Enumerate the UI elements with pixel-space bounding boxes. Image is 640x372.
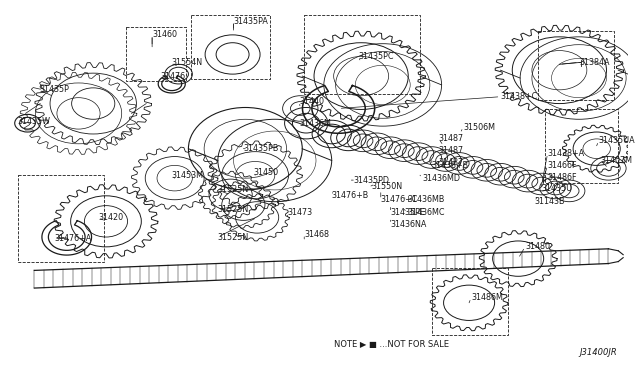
Text: 31435U: 31435U [541, 185, 573, 193]
Bar [304, 15, 420, 94]
Text: 31438+A: 31438+A [548, 149, 585, 158]
Text: NOTE ▶ ■ ...NOT FOR SALE: NOTE ▶ ■ ...NOT FOR SALE [333, 340, 449, 349]
Text: 31435P: 31435P [39, 85, 69, 94]
Text: 31450: 31450 [253, 168, 278, 177]
Text: 31480: 31480 [525, 242, 550, 251]
Text: 31438+B: 31438+B [432, 161, 469, 170]
Text: 31436MC: 31436MC [407, 208, 445, 217]
Text: 31473: 31473 [287, 208, 313, 217]
Text: 31436NA: 31436NA [390, 220, 427, 229]
Text: 31435PE: 31435PE [390, 208, 426, 217]
Text: 31436MD: 31436MD [422, 174, 460, 183]
Bar [18, 175, 104, 262]
Text: 31550N: 31550N [371, 182, 402, 190]
Text: 31476+B: 31476+B [332, 191, 369, 200]
Text: 31466F: 31466F [548, 161, 577, 170]
Text: 31407M: 31407M [600, 156, 632, 165]
Text: 31435UA: 31435UA [598, 137, 636, 145]
Text: 31476: 31476 [160, 71, 185, 81]
Text: 31384A: 31384A [579, 58, 609, 67]
Text: 31420: 31420 [98, 213, 124, 222]
Text: 31435PD: 31435PD [353, 176, 389, 185]
Text: 31438+C: 31438+C [500, 92, 538, 101]
Text: 31506M: 31506M [463, 123, 495, 132]
Text: 31487: 31487 [438, 134, 464, 143]
Text: 31143B: 31143B [535, 197, 565, 206]
Text: J31400JR: J31400JR [579, 348, 617, 357]
Text: 31435PB: 31435PB [243, 144, 279, 153]
Bar [545, 109, 618, 183]
Text: 31440: 31440 [300, 97, 324, 106]
Bar [432, 269, 508, 335]
Bar [125, 27, 186, 81]
Text: 31453M: 31453M [172, 171, 204, 180]
Text: 31435PC: 31435PC [358, 52, 394, 61]
Bar [191, 15, 270, 79]
Text: 31435PA: 31435PA [234, 17, 268, 26]
Text: 31476+A: 31476+A [54, 234, 92, 244]
Text: 31476+C: 31476+C [381, 195, 418, 204]
Text: 31460: 31460 [152, 31, 177, 39]
Text: 31554N: 31554N [172, 58, 203, 67]
Text: 31487: 31487 [438, 158, 464, 167]
Text: 31436MB: 31436MB [407, 195, 445, 204]
Text: 31436M: 31436M [300, 119, 331, 128]
Text: 31525N: 31525N [218, 185, 249, 195]
Bar [538, 31, 614, 100]
Text: 31486F: 31486F [548, 173, 577, 182]
Text: 31525N: 31525N [218, 232, 249, 241]
Text: 31525N: 31525N [218, 205, 249, 214]
Text: 31486M: 31486M [471, 294, 503, 302]
Text: 31435W: 31435W [18, 117, 51, 126]
Text: 31468: 31468 [304, 230, 329, 238]
Text: 31487: 31487 [438, 146, 464, 155]
